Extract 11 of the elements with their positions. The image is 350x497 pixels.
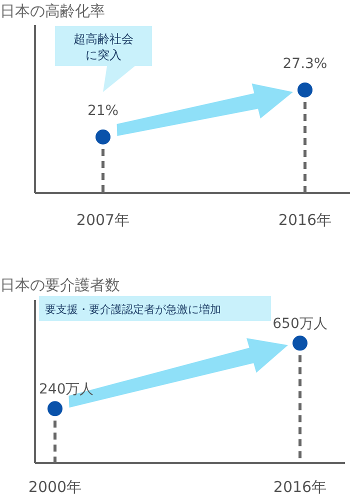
chart-title: 日本の高齢化率 [0, 2, 105, 20]
annotation: 超高齢社会に突入 [74, 32, 134, 62]
x-tick-label: 2000年 [28, 478, 82, 496]
x-tick-label: 2016年 [278, 211, 332, 229]
data-label: 650万人 [272, 316, 328, 332]
data-label: 21% [87, 103, 119, 119]
annotation: 要支援・要介護認定者が急激に増加 [45, 303, 221, 316]
x-tick-label: 2007年 [76, 211, 130, 229]
data-label: 27.3% [282, 56, 328, 72]
x-tick-label: 2016年 [273, 478, 327, 496]
chart-title: 日本の要介護者数 [0, 276, 120, 294]
